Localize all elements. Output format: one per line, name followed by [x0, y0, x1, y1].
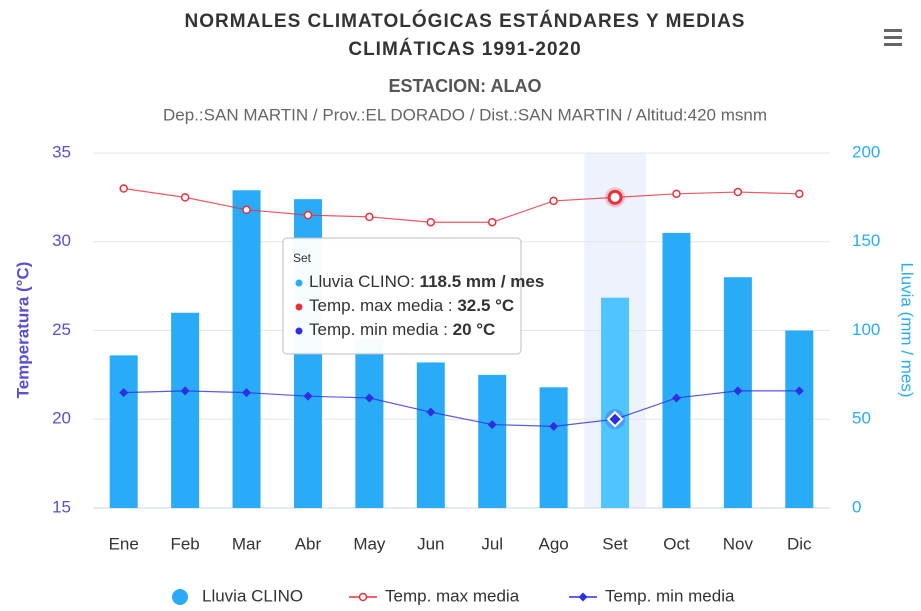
y2-tick-label: 50 — [852, 409, 871, 428]
point — [365, 212, 374, 222]
point — [303, 210, 313, 220]
point — [487, 217, 497, 227]
point — [119, 388, 129, 398]
x-tick-label: Abr — [295, 534, 322, 553]
bar — [785, 330, 814, 508]
point — [794, 386, 804, 396]
legend-label: Temp. min media — [605, 586, 735, 605]
point — [549, 196, 558, 206]
bar — [109, 355, 138, 508]
point — [364, 393, 374, 403]
y-tick-label: 30 — [52, 231, 71, 250]
point — [549, 421, 559, 431]
menu-bar — [884, 43, 902, 46]
point — [426, 217, 436, 227]
point — [607, 189, 623, 205]
tooltip-label: Temp. max media : — [309, 296, 457, 315]
chart-subtitle: ESTACION: ALAO — [389, 76, 542, 96]
point — [672, 189, 681, 199]
bar — [662, 232, 691, 508]
x-tick-label: Ago — [539, 534, 569, 553]
tooltip-dot — [295, 327, 303, 335]
tooltip-dot — [295, 303, 303, 311]
point — [303, 391, 313, 401]
tooltip-value: 20 °C — [453, 320, 496, 339]
menu-bar — [884, 29, 902, 32]
point — [487, 420, 497, 430]
y2-tick-label: 0 — [852, 497, 861, 516]
y-axis-title: Temperatura (°C) — [13, 262, 32, 399]
x-tick-label: Nov — [723, 534, 754, 553]
point — [119, 184, 128, 193]
legend-symbol — [172, 589, 188, 605]
bar — [539, 387, 568, 508]
bar — [601, 297, 630, 508]
tooltip-label: Temp. min media : — [309, 320, 453, 339]
y2-tick-label: 200 — [852, 142, 880, 161]
tooltip-value: 32.5 °C — [457, 296, 514, 315]
tooltip-dot — [295, 279, 303, 287]
x-tick-label: May — [353, 534, 386, 553]
x-tick-label: Ene — [109, 534, 139, 553]
tooltip-label: Lluvia CLINO: — [309, 272, 420, 291]
y2-tick-label: 100 — [852, 320, 880, 339]
legend-symbol — [358, 592, 368, 602]
x-tick-label: Feb — [170, 534, 199, 553]
point — [606, 410, 624, 428]
y2-axis-title: Lluvia (mm / mes) — [898, 262, 917, 397]
bar — [416, 362, 445, 508]
point — [180, 386, 190, 396]
point — [795, 189, 804, 199]
point — [733, 386, 743, 396]
chart-title: NORMALES CLIMATOLÓGICAS ESTÁNDARES Y MED… — [185, 10, 746, 32]
chart-caption: Dep.:SAN MARTIN / Prov.:EL DORADO / Dist… — [163, 105, 767, 124]
bar — [232, 190, 261, 508]
x-tick-label: Set — [602, 534, 628, 553]
y-tick-label: 15 — [52, 497, 71, 516]
legend-symbol — [578, 592, 588, 602]
line — [123, 187, 800, 223]
bar — [478, 374, 507, 508]
point — [180, 193, 190, 202]
tooltip-title: Set — [293, 251, 312, 265]
tooltip-text: Temp. min media : 20 °C — [309, 320, 495, 339]
x-tick-label: Mar — [232, 534, 262, 553]
point — [426, 407, 436, 417]
tooltip-value: 118.5 mm / mes — [420, 272, 545, 291]
menu-bar — [884, 36, 902, 39]
legend-label: Lluvia CLINO — [202, 586, 303, 605]
point — [733, 187, 743, 197]
y-tick-label: 25 — [52, 320, 71, 339]
bar — [355, 339, 384, 508]
chart-title: CLIMÁTICAS 1991-2020 — [348, 38, 581, 60]
tooltip-text: Lluvia CLINO: 118.5 mm / mes — [309, 272, 544, 291]
tooltip-text: Temp. max media : 32.5 °C — [309, 296, 514, 315]
x-tick-label: Jun — [417, 534, 444, 553]
x-tick-label: Jul — [481, 534, 503, 553]
legend-label: Temp. max media — [385, 586, 520, 605]
point — [671, 393, 681, 403]
x-tick-label: Dic — [787, 534, 812, 553]
y-tick-label: 35 — [52, 142, 71, 161]
point — [242, 388, 252, 398]
y-tick-label: 20 — [52, 409, 71, 428]
menu-icon[interactable] — [884, 29, 902, 46]
x-tick-label: Oct — [663, 534, 690, 553]
point — [242, 205, 251, 215]
bar — [171, 312, 200, 508]
tooltip-box — [282, 237, 522, 355]
tooltip: Set Lluvia CLINO: 118.5 mm / mes Temp. max… — [282, 237, 544, 355]
y2-tick-label: 150 — [852, 231, 880, 250]
line — [123, 390, 800, 427]
